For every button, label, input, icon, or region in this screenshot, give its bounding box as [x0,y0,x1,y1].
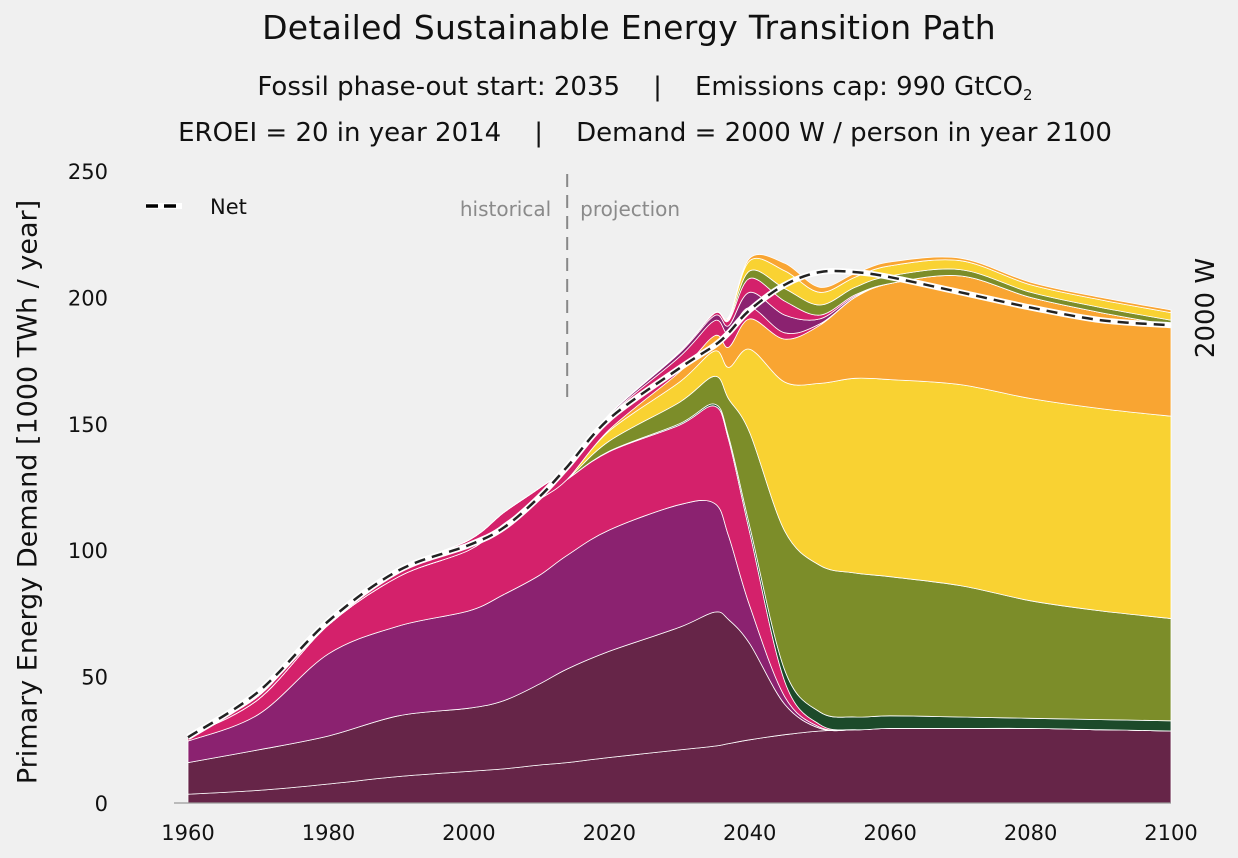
subtitle-emissions-subscript: 2 [1023,86,1033,104]
y-tick-label: 200 [68,286,108,310]
x-tick-label: 2040 [723,821,776,845]
x-tick-label: 2060 [863,821,916,845]
x-tick-label: 1960 [161,821,214,845]
subtitle-demand: Demand = 2000 W / person in year 2100 [576,118,1112,148]
legend-net-label: Net [210,195,247,219]
y-axis-label: Primary Energy Demand [1000 TWh / year] [12,199,44,785]
legend: Net [146,195,247,219]
x-tick-label: 2080 [1004,821,1057,845]
subtitle-separator-2: | [534,118,544,148]
subtitle-eroei: EROEI = 20 in year 2014 [178,118,502,148]
chart-subtitle-1: Fossil phase-out start: 2035 | Emissions… [0,72,1238,104]
y-tick-labels: 0 50 100 150 200 250 [68,160,108,816]
net-line [187,269,1172,739]
subtitle-phaseout: Fossil phase-out start: 2035 [257,72,621,102]
x-tick-label: 2020 [583,821,636,845]
chart-title: Detailed Sustainable Energy Transition P… [262,8,996,47]
subtitle-emissions: Emissions cap: 990 GtCO [694,72,1024,102]
y-tick-label: 50 [81,666,108,690]
x-tick-label: 2100 [1144,821,1197,845]
area-series-group [187,254,1172,804]
y-tick-label: 150 [68,413,108,437]
x-tick-labels: 1960 1980 2000 2020 2040 2060 2080 2100 [161,821,1197,845]
right-demand-label: 2000 W [1191,257,1221,359]
annotation-projection: projection [580,197,680,221]
x-tick-label: 2000 [442,821,495,845]
annotation-historical: historical [460,197,551,221]
chart-subtitle-2: EROEI = 20 in year 2014 | Demand = 2000 … [0,118,1238,148]
y-tick-label: 250 [68,160,108,184]
y-tick-label: 100 [68,539,108,563]
subtitle-separator-1: | [653,72,662,102]
x-tick-label: 1980 [302,821,355,845]
y-tick-label: 0 [95,792,108,816]
